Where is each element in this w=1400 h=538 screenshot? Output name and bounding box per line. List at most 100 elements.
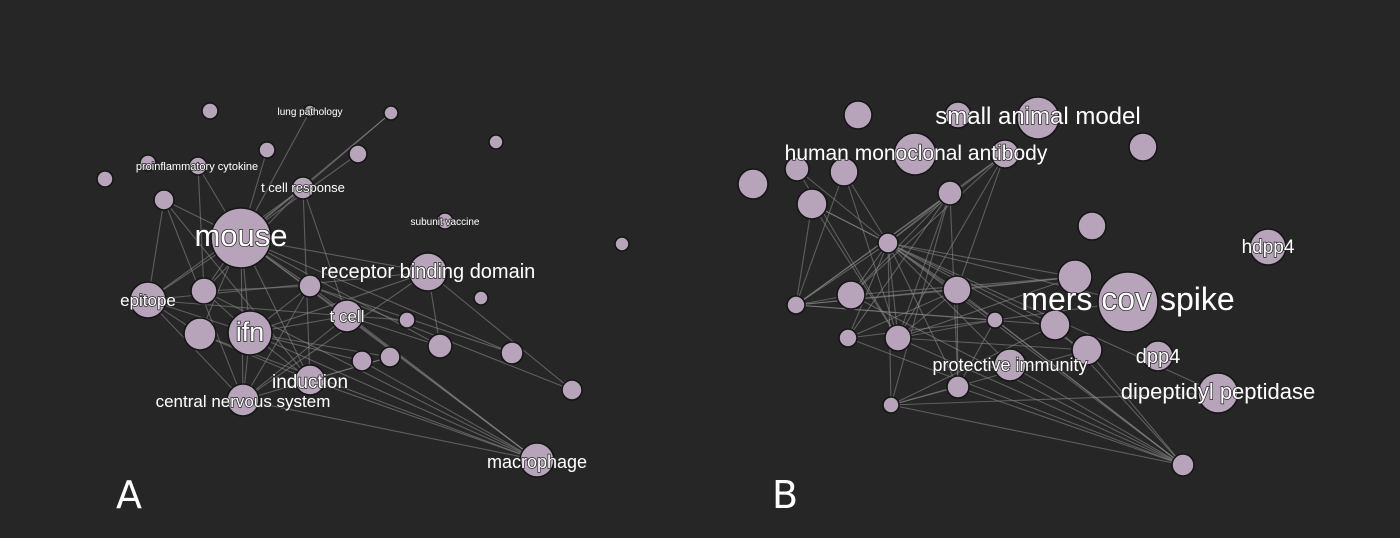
network-edge: [240, 237, 513, 354]
network-node-b-n16: [786, 295, 806, 315]
network-edge: [890, 324, 1056, 406]
network-node-a-n6: [139, 154, 157, 172]
network-node-a-lung: [303, 104, 317, 118]
network-node-a-mac: [519, 442, 555, 478]
network-edge: [427, 271, 573, 391]
network-node-a-n2: [383, 105, 399, 121]
network-edge: [795, 242, 889, 306]
network-node-b-mers: [1097, 271, 1159, 333]
network-edge: [361, 360, 538, 461]
label-human-monoclonal-antibody: human monoclonal antibody: [785, 142, 1048, 165]
label-macrophage: macrophage: [487, 452, 587, 472]
network-edge: [1009, 364, 1184, 466]
label-dipeptidyl-peptidase: dipeptidyl peptidase: [1121, 379, 1315, 404]
label-t-cell-response: t cell response: [261, 180, 345, 195]
network-edge: [240, 237, 429, 273]
network-node-b-n11: [1077, 211, 1107, 241]
network-node-b-n9: [937, 180, 963, 206]
network-node-b-n12: [877, 232, 899, 254]
network-edge: [199, 333, 538, 461]
network-node-b-n24: [1171, 453, 1195, 477]
network-node-a-rbd: [408, 252, 448, 292]
network-node-b-n22: [946, 375, 970, 399]
network-edge: [199, 333, 311, 381]
network-node-b-n15: [836, 280, 866, 310]
network-node-b-n19: [838, 328, 858, 348]
network-node-a-n1: [201, 102, 219, 120]
network-node-a-n19: [351, 350, 373, 372]
network-edge: [242, 315, 348, 401]
network-edge: [897, 337, 1088, 351]
network-node-b-n18: [1039, 309, 1071, 341]
label-receptor-binding-domain: receptor binding domain: [321, 261, 536, 283]
network-edge: [887, 242, 1184, 466]
network-edge: [897, 153, 1006, 339]
network-node-b-pi: [993, 348, 1027, 382]
network-edge: [957, 319, 996, 388]
network-node-a-sub: [436, 212, 454, 230]
network-node-a-n14: [398, 311, 416, 329]
network-node-a-n5: [258, 141, 276, 159]
network-edge: [847, 192, 951, 339]
network-node-a-ifn: [227, 310, 273, 356]
network-edge: [850, 192, 951, 296]
network-edge: [847, 319, 996, 339]
label-central-nervous-system: central nervous system: [156, 392, 331, 411]
network-node-a-n15: [183, 317, 217, 351]
label-small-animal-model: small animal model: [935, 103, 1140, 130]
network-node-a-tcell: [330, 299, 364, 333]
network-node-b-n20: [884, 324, 912, 352]
label-dpp4: dpp4: [1136, 346, 1181, 368]
label-mers-cov-spike: mers cov spike: [1021, 281, 1234, 317]
network-edge: [956, 153, 1006, 291]
network-edge: [957, 386, 1184, 466]
network-edge: [203, 285, 311, 292]
network-node-a-cns: [226, 383, 260, 417]
network-node-a-n20: [561, 379, 583, 401]
label-lung-pathology: lung pathology: [277, 107, 342, 118]
network-node-b-n6: [784, 156, 810, 182]
network-node-b-n1: [843, 100, 873, 130]
network-edge: [811, 203, 899, 339]
network-edge: [994, 319, 1184, 466]
network-edge: [242, 399, 538, 461]
network-edge: [242, 271, 429, 401]
network-node-b-n2: [944, 101, 972, 129]
network-node-b-n13: [1057, 259, 1093, 295]
network-edge: [897, 337, 1184, 466]
network-node-a-tcr: [291, 176, 315, 200]
network-edge: [956, 289, 959, 388]
network-edge: [847, 337, 1184, 466]
network-edge: [796, 168, 889, 244]
network-edge: [795, 171, 845, 306]
network-node-b-n5: [990, 139, 1020, 169]
network-node-b-n4: [893, 132, 937, 176]
network-node-b-hd: [1249, 228, 1287, 266]
network-node-a-mouse: [210, 207, 272, 269]
label-subunit-vaccine: subunit vaccine: [411, 217, 480, 228]
network-node-a-n9: [153, 189, 175, 211]
network-node-a-n11: [298, 274, 322, 298]
network-edge: [309, 379, 538, 461]
network-node-b-n10: [796, 188, 828, 220]
network-node-b-n3: [1128, 132, 1158, 162]
network-node-b-n14: [942, 275, 972, 305]
network-edge: [887, 242, 899, 339]
network-edge: [249, 332, 538, 461]
network-edge: [795, 153, 1006, 306]
label-epitope: epitope: [120, 291, 176, 310]
network-node-a-epi: [129, 281, 167, 319]
network-node-b-dpp4: [1142, 340, 1174, 372]
network-edge: [847, 289, 958, 339]
panel-b-letter: B: [772, 473, 798, 517]
label-mouse: mouse: [194, 218, 287, 253]
label-proinflammatory-cytokine: proinflammatory cytokine: [136, 161, 258, 173]
network-edge: [242, 285, 311, 401]
network-edge: [302, 187, 348, 317]
label-ifn: ifn: [236, 317, 265, 347]
network-node-b-sam: [1016, 96, 1060, 140]
network-node-a-n16: [427, 333, 453, 359]
network-node-a-n12: [473, 290, 489, 306]
network-edge: [887, 242, 1076, 278]
